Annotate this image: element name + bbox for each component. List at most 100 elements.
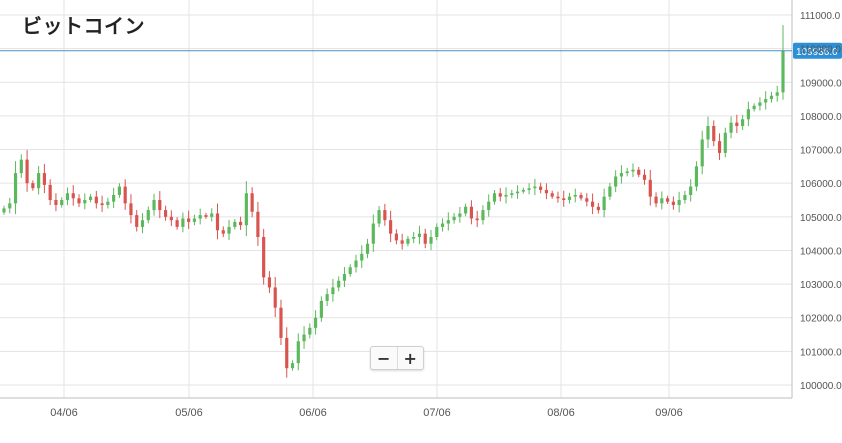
candle-down xyxy=(550,193,554,197)
candle-down xyxy=(273,287,277,308)
candle-up xyxy=(2,208,6,213)
candle-down xyxy=(267,277,272,288)
y-tick-label: 103000.0 xyxy=(800,280,842,291)
candle-down xyxy=(654,196,658,204)
candle-up xyxy=(290,363,295,369)
candle-up xyxy=(117,186,121,195)
candle-up xyxy=(458,213,462,217)
candle-up xyxy=(37,173,41,189)
candle-up xyxy=(227,226,231,234)
candle-up xyxy=(106,201,110,206)
candle-up xyxy=(377,210,381,224)
candle-up xyxy=(683,194,687,200)
candles xyxy=(2,25,785,378)
candle-up xyxy=(314,317,318,328)
candle-down xyxy=(735,122,739,126)
candle-up xyxy=(412,237,416,239)
candle-up xyxy=(677,200,681,206)
candle-up xyxy=(758,102,762,106)
candle-down xyxy=(135,215,139,227)
y-tick-label: 110000.0 xyxy=(800,45,841,56)
candle-up xyxy=(446,220,450,224)
candle-up xyxy=(741,119,745,126)
candle-up xyxy=(140,220,145,227)
x-tick-label: 04/06 xyxy=(50,407,78,419)
candle-down xyxy=(717,141,722,153)
candle-down xyxy=(544,189,549,194)
candle-down xyxy=(596,206,600,211)
candle-down xyxy=(48,184,52,200)
candle-down xyxy=(250,193,254,212)
candle-up xyxy=(440,223,445,227)
candle-up xyxy=(775,92,779,96)
candle-up xyxy=(706,126,710,140)
zoom-controls: − + xyxy=(370,346,424,370)
candle-up xyxy=(296,341,300,364)
candle-down xyxy=(642,174,647,180)
candle-up xyxy=(729,122,733,133)
candle-up xyxy=(614,176,618,187)
candle-down xyxy=(637,169,641,175)
candle-up xyxy=(19,159,23,174)
x-tick-label: 06/06 xyxy=(299,407,327,419)
candle-up xyxy=(746,109,750,120)
candle-up xyxy=(365,243,370,254)
candle-up xyxy=(371,223,375,244)
zoom-in-button[interactable]: + xyxy=(396,347,424,369)
candle-up xyxy=(435,226,439,237)
y-tick-label: 106000.0 xyxy=(800,179,842,190)
candle-up xyxy=(319,300,323,318)
candle-up xyxy=(429,237,433,244)
candle-up xyxy=(781,50,785,93)
x-axis: 04/06 05/06 06/06 07/06 08/06 09/06 xyxy=(50,407,683,419)
candle-up xyxy=(233,221,237,227)
candle-down xyxy=(556,196,560,199)
candle-up xyxy=(152,200,156,211)
y-tick-label: 104000.0 xyxy=(800,246,842,257)
candle-up xyxy=(83,200,87,204)
candle-down xyxy=(94,196,98,204)
candle-down xyxy=(204,215,208,217)
candle-down xyxy=(158,200,162,211)
candle-down xyxy=(389,220,393,234)
candle-up xyxy=(342,274,347,281)
candle-up xyxy=(481,210,485,221)
candle-down xyxy=(585,198,589,202)
candle-down xyxy=(25,159,29,184)
candle-down xyxy=(129,203,133,216)
zoom-out-button[interactable]: − xyxy=(377,348,391,368)
y-tick-label: 107000.0 xyxy=(800,146,842,157)
y-tick-label: 111000.0 xyxy=(800,11,841,22)
candle-up xyxy=(700,139,704,167)
candle-down xyxy=(54,200,58,206)
candle-up xyxy=(417,233,422,237)
candle-up xyxy=(573,194,577,197)
candle-down xyxy=(539,186,543,190)
candle-down xyxy=(279,307,283,338)
candle-up xyxy=(13,173,18,204)
candle-up xyxy=(619,173,624,177)
y-tick-label: 102000.0 xyxy=(800,314,842,325)
candle-up xyxy=(752,105,756,110)
x-tick-label: 07/06 xyxy=(423,407,451,419)
candle-down xyxy=(77,198,81,204)
candle-up xyxy=(764,99,768,103)
candle-up xyxy=(325,294,329,301)
candle-down xyxy=(394,233,398,241)
candle-up xyxy=(452,216,456,221)
current-price-label: 109936.0 xyxy=(796,47,838,58)
y-tick-label: 101000.0 xyxy=(800,347,842,358)
candle-down xyxy=(498,193,502,197)
candle-down xyxy=(285,337,289,369)
candle-up xyxy=(308,327,312,335)
candle-down xyxy=(475,218,479,221)
candle-down xyxy=(31,183,35,189)
candle-up xyxy=(146,210,150,221)
candle-down xyxy=(666,198,670,202)
candle-up xyxy=(112,194,116,202)
candle-down xyxy=(215,213,220,231)
candle-up xyxy=(302,334,306,342)
candle-down xyxy=(423,233,427,244)
candle-up xyxy=(65,193,70,200)
